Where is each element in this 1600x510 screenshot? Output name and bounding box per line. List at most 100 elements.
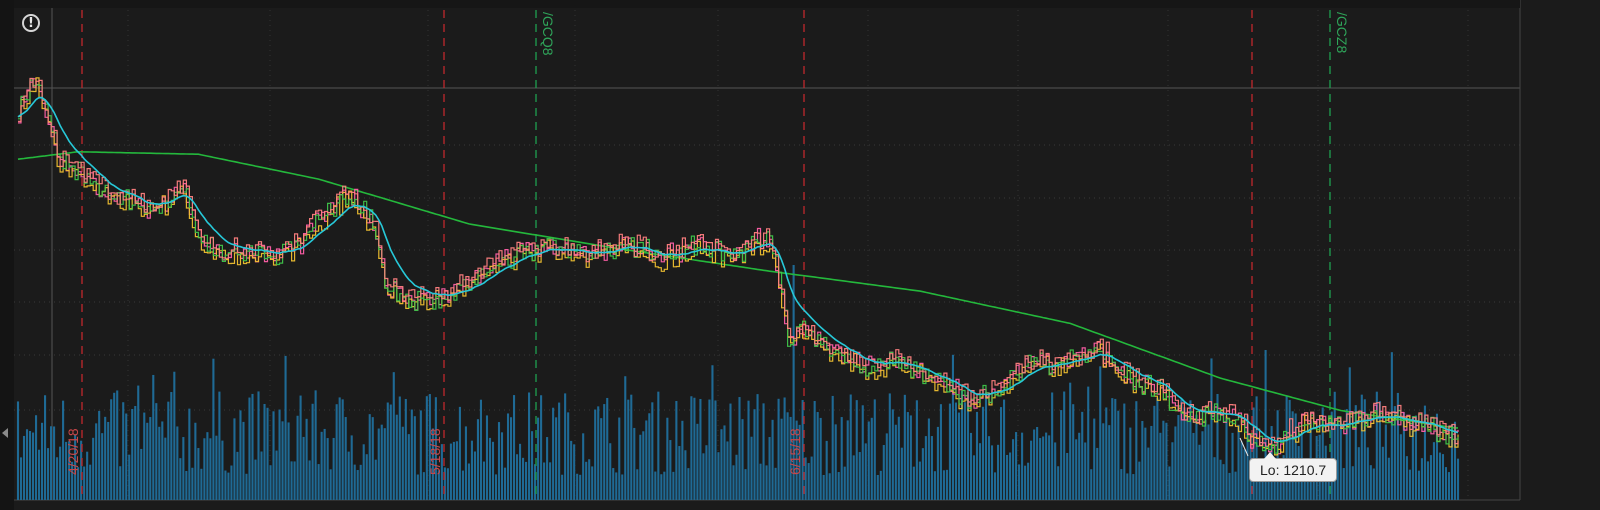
volume-bar (68, 441, 71, 500)
volume-bar (143, 412, 146, 500)
volume-bar (1069, 382, 1072, 500)
volume-bar (1045, 432, 1048, 500)
volume-bar (675, 400, 678, 500)
volume-bar (906, 412, 909, 500)
left-scroll-strip[interactable] (0, 0, 14, 510)
volume-bar (104, 416, 107, 500)
volume-bar (1453, 421, 1457, 500)
volume-bar (338, 397, 341, 500)
volume-bar (711, 365, 714, 500)
volume-bar (1018, 464, 1021, 500)
volume-bar (810, 456, 813, 500)
volume-bar (200, 468, 203, 500)
volume-bar (461, 470, 464, 500)
volume-bar (1405, 456, 1408, 500)
volume-bar (975, 411, 979, 500)
volume-bar (98, 410, 101, 500)
volume-bar (257, 391, 260, 500)
volume-bar (558, 402, 561, 500)
volume-bar (1435, 413, 1439, 500)
volume-bar (53, 426, 56, 500)
volume-bar (717, 452, 720, 500)
volume-bar (1288, 399, 1291, 500)
volume-bar (296, 415, 299, 500)
volume-bar (642, 431, 645, 500)
volume-bar (1147, 447, 1150, 500)
volume-bar (269, 465, 272, 500)
volume-bar (720, 429, 723, 500)
volume-bar (1351, 466, 1354, 500)
sma-line (17, 151, 1458, 429)
volume-bar (182, 437, 185, 500)
volume-bar (594, 409, 597, 500)
volume-bar (1201, 431, 1204, 500)
volume-bar (1189, 400, 1192, 500)
volume-bar (633, 427, 636, 500)
volume-bar (74, 434, 77, 500)
volume-bar (1348, 367, 1351, 500)
volume-bar (966, 392, 970, 500)
volume-bar (915, 400, 918, 500)
volume-bar (500, 432, 504, 500)
volume-bar (1408, 469, 1411, 500)
volume-bar (446, 468, 449, 500)
volume-bar (885, 433, 888, 500)
low-marker-pointer (1239, 437, 1249, 457)
volume-bar (537, 417, 540, 500)
volume-bar (900, 447, 903, 500)
volume-bar (425, 396, 428, 500)
volume-bar (449, 443, 452, 500)
volume-bar (867, 421, 870, 500)
volume-bar (1387, 457, 1390, 500)
volume-bar (350, 435, 353, 500)
volume-bar (212, 358, 215, 500)
volume-bar (1372, 468, 1375, 500)
volume-bar (954, 402, 958, 500)
volume-bar (320, 431, 323, 500)
volume-bar (798, 424, 801, 500)
volume-bar (567, 412, 570, 500)
volume-bar (1237, 424, 1240, 500)
volume-bar (576, 473, 579, 500)
volume-bar (1294, 413, 1297, 500)
volume-bar (44, 395, 47, 500)
volume-bar (1177, 415, 1180, 500)
scroll-left-arrow-icon[interactable] (2, 428, 8, 438)
ema-line (17, 96, 1459, 443)
volume-bar (660, 474, 663, 500)
volume-bar (197, 448, 200, 500)
volume-bar (771, 419, 774, 500)
contract-symbol-label: /GCZ8 (1334, 12, 1350, 53)
volume-bar (738, 397, 741, 500)
volume-bar (1423, 405, 1426, 500)
volume-bar (1291, 411, 1294, 500)
volume-bar (176, 426, 179, 500)
volume-bar (1102, 423, 1105, 500)
volume-bar (323, 428, 326, 500)
volume-bar (597, 406, 600, 500)
volume-bar (479, 399, 483, 500)
volume-bar (588, 459, 591, 500)
volume-bar (522, 457, 525, 500)
volume-bar (939, 404, 942, 500)
volume-bar (416, 474, 419, 500)
volume-bar (573, 444, 576, 500)
volume-bar (978, 443, 982, 500)
volume-bar (410, 409, 413, 500)
volume-bar (1339, 421, 1342, 500)
volume-bar (603, 404, 606, 500)
volume-bar (984, 391, 988, 500)
volume-bar (290, 461, 293, 500)
volume-bar (458, 406, 461, 500)
volume-bar (687, 468, 690, 500)
volume-bar (179, 458, 182, 500)
volume-bar (227, 472, 230, 500)
volume-bar (398, 396, 401, 500)
volume-bar (22, 435, 26, 500)
volume-bar (1090, 469, 1093, 500)
volume-bar (494, 474, 498, 500)
volume-bar (1138, 461, 1141, 500)
alert-icon[interactable]: ! (22, 14, 40, 32)
volume-bar (951, 354, 954, 500)
